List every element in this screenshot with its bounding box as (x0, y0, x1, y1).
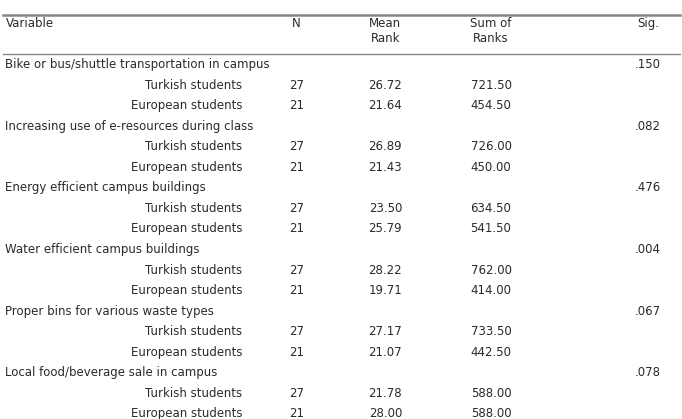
Text: 588.00: 588.00 (471, 407, 512, 419)
Text: European students: European students (131, 346, 242, 359)
Text: .476: .476 (635, 181, 661, 194)
Text: Local food/beverage sale in campus: Local food/beverage sale in campus (5, 366, 218, 379)
Text: 721.50: 721.50 (471, 79, 512, 92)
Text: 21: 21 (289, 222, 304, 235)
Text: .004: .004 (635, 243, 661, 256)
Text: N: N (293, 17, 301, 30)
Text: 733.50: 733.50 (471, 325, 512, 338)
Text: 442.50: 442.50 (471, 346, 512, 359)
Text: Energy efficient campus buildings: Energy efficient campus buildings (5, 181, 206, 194)
Text: Turkish students: Turkish students (145, 79, 242, 92)
Text: 588.00: 588.00 (471, 387, 512, 400)
Text: 21: 21 (289, 346, 304, 359)
Text: Turkish students: Turkish students (145, 387, 242, 400)
Text: 19.71: 19.71 (368, 284, 402, 297)
Text: Turkish students: Turkish students (145, 264, 242, 277)
Text: Proper bins for various waste types: Proper bins for various waste types (5, 305, 214, 318)
Text: 414.00: 414.00 (471, 284, 512, 297)
Text: 28.22: 28.22 (368, 264, 402, 277)
Text: Bike or bus/shuttle transportation in campus: Bike or bus/shuttle transportation in ca… (5, 58, 270, 71)
Text: .078: .078 (635, 366, 661, 379)
Text: 21: 21 (289, 407, 304, 419)
Text: Turkish students: Turkish students (145, 325, 242, 338)
Text: 27: 27 (289, 264, 304, 277)
Text: .067: .067 (635, 305, 661, 318)
Text: 27.17: 27.17 (368, 325, 402, 338)
Text: 21.64: 21.64 (368, 99, 402, 112)
Text: 726.00: 726.00 (471, 140, 512, 153)
Text: 27: 27 (289, 79, 304, 92)
Text: Turkish students: Turkish students (145, 140, 242, 153)
Text: European students: European students (131, 99, 242, 112)
Text: Sum of
Ranks: Sum of Ranks (471, 17, 512, 45)
Text: 21.07: 21.07 (368, 346, 402, 359)
Text: European students: European students (131, 407, 242, 419)
Text: 21: 21 (289, 284, 304, 297)
Text: 27: 27 (289, 325, 304, 338)
Text: 21.78: 21.78 (368, 387, 402, 400)
Text: European students: European students (131, 284, 242, 297)
Text: 27: 27 (289, 387, 304, 400)
Text: 21.43: 21.43 (368, 161, 402, 174)
Text: Turkish students: Turkish students (145, 202, 242, 215)
Text: 762.00: 762.00 (471, 264, 512, 277)
Text: Water efficient campus buildings: Water efficient campus buildings (5, 243, 200, 256)
Text: 23.50: 23.50 (369, 202, 402, 215)
Text: 27: 27 (289, 202, 304, 215)
Text: Sig.: Sig. (637, 17, 659, 30)
Text: 26.72: 26.72 (368, 79, 402, 92)
Text: 541.50: 541.50 (471, 222, 512, 235)
Text: Mean
Rank: Mean Rank (369, 17, 402, 45)
Text: 27: 27 (289, 140, 304, 153)
Text: Increasing use of e-resources during class: Increasing use of e-resources during cla… (5, 120, 254, 133)
Text: 634.50: 634.50 (471, 202, 512, 215)
Text: 450.00: 450.00 (471, 161, 512, 174)
Text: 454.50: 454.50 (471, 99, 512, 112)
Text: Variable: Variable (5, 17, 54, 30)
Text: 26.89: 26.89 (368, 140, 402, 153)
Text: European students: European students (131, 222, 242, 235)
Text: European students: European students (131, 161, 242, 174)
Text: 28.00: 28.00 (369, 407, 402, 419)
Text: 21: 21 (289, 99, 304, 112)
Text: 25.79: 25.79 (368, 222, 402, 235)
Text: 21: 21 (289, 161, 304, 174)
Text: .082: .082 (635, 120, 661, 133)
Text: .150: .150 (635, 58, 661, 71)
